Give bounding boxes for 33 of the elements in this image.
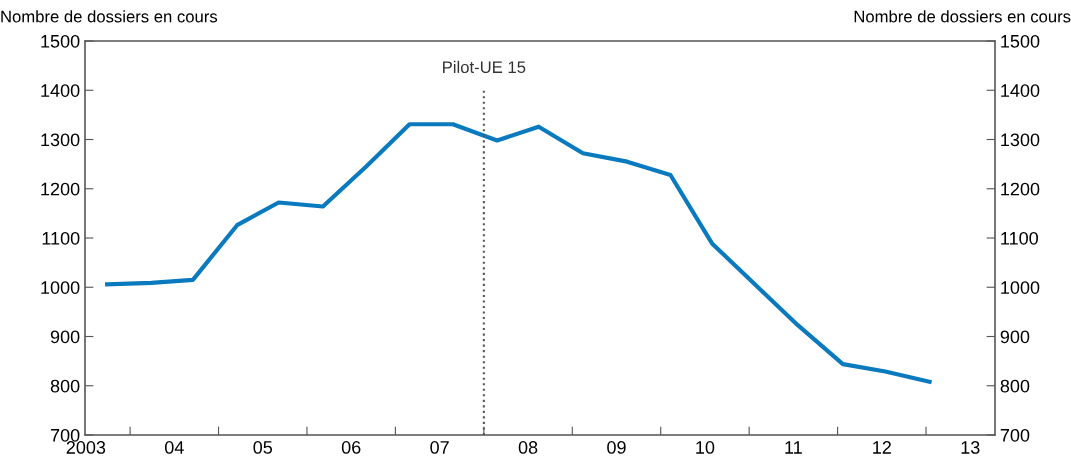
ref-line-label: Pilot-UE 15 <box>443 60 526 74</box>
y-axis-title: Nombre de dossiers en cours <box>1 10 218 23</box>
y-tick-label: 1500 <box>41 34 80 48</box>
x-tick-label: 13 <box>961 441 980 454</box>
y-tick-label: 1300 <box>41 133 80 147</box>
y2-tick-label: 900 <box>1000 330 1030 344</box>
y-tick-label: 1000 <box>41 281 80 294</box>
y-tick-label: 700 <box>50 428 80 442</box>
y-tick-label: 900 <box>50 330 80 344</box>
y2-tick-label: 800 <box>1000 379 1030 393</box>
y2-tick-label: 700 <box>1000 428 1030 442</box>
x-tick-label: 07 <box>430 441 449 454</box>
y-tick-label: 800 <box>50 379 80 393</box>
x-tick-label: 2003 <box>66 441 106 454</box>
y2-tick-label: 1400 <box>1001 84 1040 97</box>
y2-tick-label: 1200 <box>1001 182 1040 196</box>
y2-tick-label: 1000 <box>1001 281 1040 294</box>
x-tick-label: 10 <box>696 441 715 454</box>
y2-tick-label: 1100 <box>1001 231 1038 245</box>
x-tick-label: 06 <box>341 441 361 454</box>
y-tick-label: 1400 <box>41 84 80 97</box>
x-tick-label: 11 <box>785 441 802 454</box>
y-tick-label: 1100 <box>42 231 80 245</box>
x-tick-label: 04 <box>164 441 184 454</box>
x-tick-label: 05 <box>253 441 273 454</box>
y2-tick-label: 1500 <box>1001 34 1040 48</box>
y2-axis-title: Nombre de dossiers en cours <box>854 10 1071 23</box>
x-tick-label: 09 <box>607 441 626 454</box>
y-tick-label: 1200 <box>41 182 80 196</box>
x-tick-label: 08 <box>518 441 538 454</box>
line-series <box>105 122 932 384</box>
y2-tick-label: 1300 <box>1001 133 1040 147</box>
x-tick-label: 12 <box>873 441 891 454</box>
